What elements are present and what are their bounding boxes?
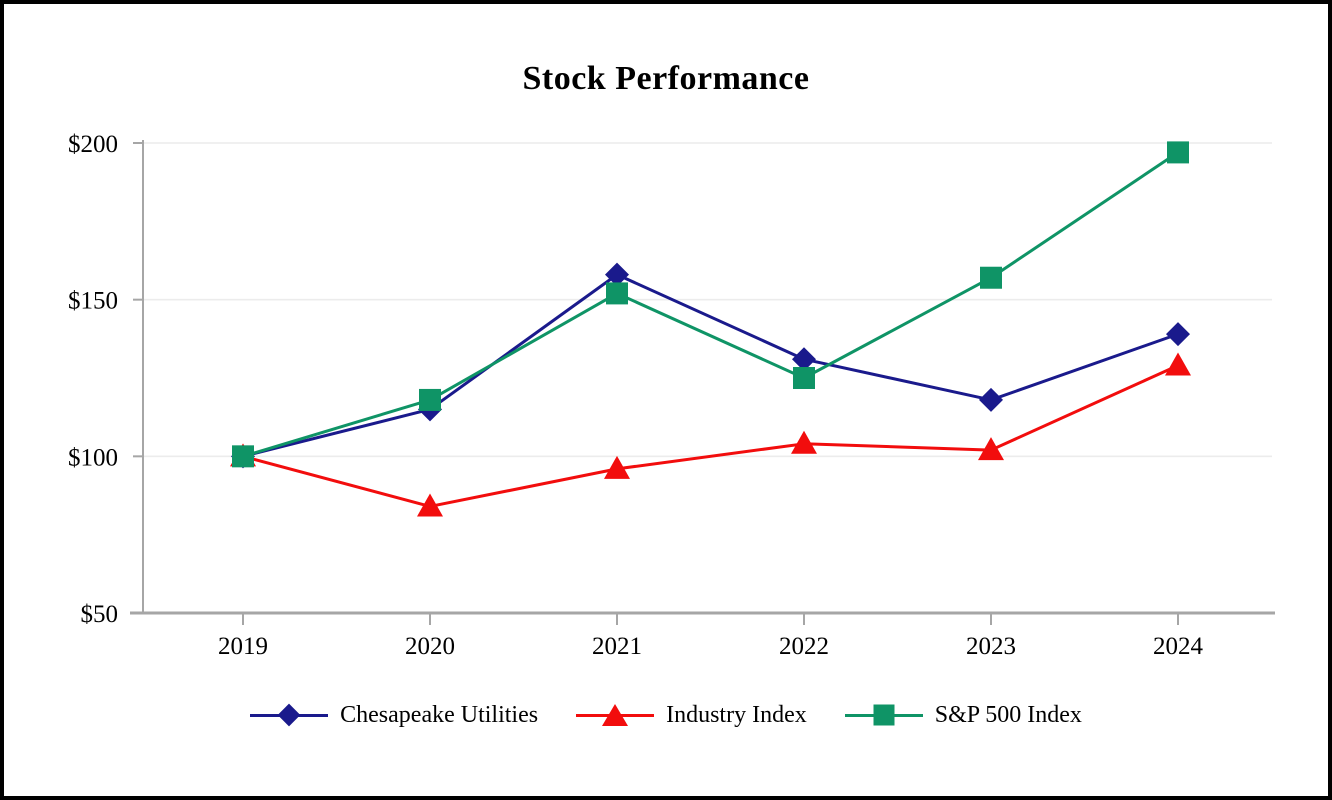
x-tick-label: 2024 bbox=[1153, 633, 1204, 660]
triangle-marker-industry-index bbox=[978, 437, 1004, 461]
legend-label: Industry Index bbox=[666, 701, 807, 728]
x-tick-label: 2019 bbox=[218, 633, 268, 660]
legend-sample bbox=[576, 702, 655, 728]
series-line-s-p-500-index bbox=[242, 151, 1179, 458]
square-marker-s-p-500-index bbox=[793, 367, 815, 389]
square-marker-s-p-500-index bbox=[606, 282, 628, 305]
triangle-marker-industry-index bbox=[604, 455, 630, 479]
legend-item-sp500-index: S&P 500 Index bbox=[844, 701, 1082, 729]
chart-title: Stock Performance bbox=[522, 60, 810, 97]
diamond-marker-icon bbox=[277, 703, 301, 727]
square-marker-s-p-500-index bbox=[232, 445, 254, 468]
triangle-marker-industry-index bbox=[1165, 352, 1191, 376]
series-line-chesapeake-utilities bbox=[242, 273, 1179, 458]
diamond-marker-chesapeake-utilities bbox=[605, 262, 629, 287]
legend-sample bbox=[844, 702, 923, 728]
y-tick-label: $150 bbox=[68, 288, 118, 315]
diamond-marker-chesapeake-utilities bbox=[979, 387, 1003, 412]
plot-area: $50 $100 $150 $200 2019 2020 2021 2022 2023 2024 bbox=[68, 131, 1275, 660]
legend-item-industry-index: Industry Index bbox=[576, 702, 807, 729]
triangle-marker-icon bbox=[602, 704, 629, 726]
x-tick-label: 2022 bbox=[779, 633, 829, 660]
y-tick-label: $50 bbox=[81, 601, 119, 628]
x-tick-label: 2023 bbox=[966, 633, 1016, 660]
legend-label: S&P 500 Index bbox=[934, 701, 1082, 728]
y-tick-label: $100 bbox=[68, 444, 118, 471]
legend-item-chesapeake-utilities: Chesapeake Utilities bbox=[250, 702, 538, 729]
x-tick-label: 2020 bbox=[405, 633, 455, 660]
chart-legend: Chesapeake Utilities Industry Index S&P … bbox=[4, 693, 1328, 737]
square-marker-s-p-500-index bbox=[1167, 141, 1189, 164]
diamond-marker-chesapeake-utilities bbox=[1166, 322, 1190, 347]
diamond-marker-chesapeake-utilities bbox=[792, 347, 816, 372]
square-marker-s-p-500-index bbox=[980, 266, 1002, 289]
triangle-marker-industry-index bbox=[791, 430, 817, 454]
x-tick-label: 2021 bbox=[592, 633, 642, 660]
legend-label: Chesapeake Utilities bbox=[340, 701, 539, 728]
legend-sample bbox=[250, 702, 329, 728]
series-line-industry-index bbox=[242, 364, 1179, 508]
triangle-marker-industry-index bbox=[417, 493, 443, 517]
y-tick-label: $200 bbox=[68, 131, 118, 158]
square-marker-icon bbox=[873, 704, 895, 726]
square-marker-s-p-500-index bbox=[419, 388, 441, 411]
